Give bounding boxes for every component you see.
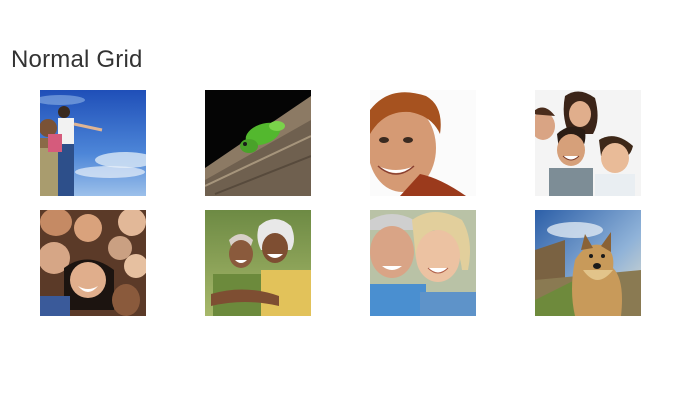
family-portrait-photo bbox=[535, 90, 641, 196]
boy-and-man-sky-photo bbox=[40, 90, 146, 196]
grid-image-8[interactable] bbox=[535, 210, 641, 316]
group-selfie-photo bbox=[40, 210, 146, 316]
grid-image-3[interactable] bbox=[370, 90, 476, 196]
smiling-teen-boy-photo bbox=[370, 90, 476, 196]
grid-image-5[interactable] bbox=[40, 210, 146, 316]
grid-image-2[interactable] bbox=[205, 90, 311, 196]
terrier-dog-photo bbox=[535, 210, 641, 316]
grid-title: Normal Grid bbox=[11, 46, 143, 73]
grid-image-6[interactable] bbox=[205, 210, 311, 316]
lizard-on-log-photo bbox=[205, 90, 311, 196]
grid-image-7[interactable] bbox=[370, 210, 476, 316]
elderly-couple-outdoor-photo bbox=[205, 210, 311, 316]
senior-couple-smiling-photo bbox=[370, 210, 476, 316]
grid-image-1[interactable] bbox=[40, 90, 146, 196]
grid-image-4[interactable] bbox=[535, 90, 641, 196]
image-grid bbox=[40, 90, 641, 316]
